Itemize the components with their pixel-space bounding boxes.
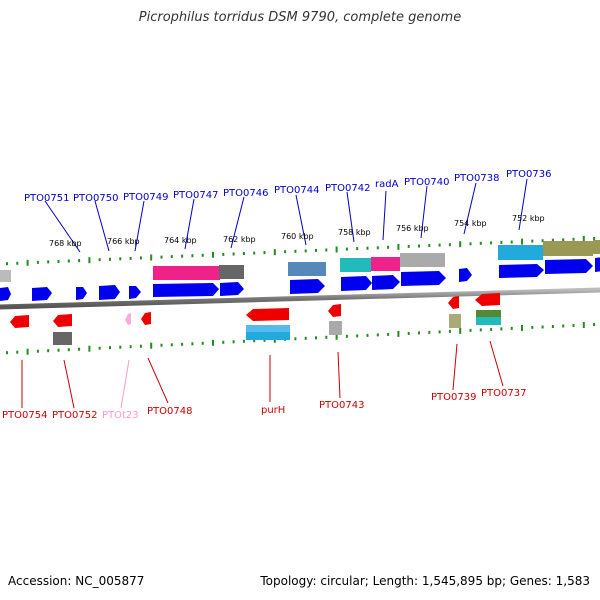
map-title: Picrophilus torridus DSM 9790, complete … — [138, 10, 462, 25]
gene-arrow — [53, 314, 72, 327]
gene-label: PTOt23 — [102, 410, 139, 421]
upper-cog-blocks — [0, 240, 600, 282]
forward-gene-arrows — [0, 257, 600, 301]
gene-label: PTO0747 — [173, 190, 218, 201]
scale-label: 756 kbp — [396, 224, 429, 233]
gene-arrow — [448, 296, 459, 309]
gene-arrow — [341, 276, 372, 291]
gene-arrow — [545, 259, 593, 274]
reverse-gene-labels: PTO0754 PTO0752 PTOt23 PTO0748 purH PTO0… — [2, 388, 526, 421]
reverse-gene-arrows — [10, 293, 500, 328]
gene-arrow — [76, 287, 87, 300]
label-leader-lines — [21, 178, 528, 409]
gene-arrow — [153, 283, 219, 297]
scale-label: 758 kbp — [338, 228, 371, 237]
gene-arrow — [290, 279, 325, 294]
gene-arrow — [141, 312, 151, 325]
gene-arrow — [595, 257, 600, 272]
gene-label: PTO0738 — [454, 173, 499, 184]
forward-gene-labels: PTO0751 PTO0750 PTO0749 PTO0747 PTO0746 … — [24, 169, 551, 204]
gene-arrow — [499, 264, 544, 278]
scale-label: 762 kbp — [223, 235, 256, 244]
gene-label: PTO0748 — [147, 406, 192, 417]
lower-cog-blocks — [53, 310, 501, 345]
gene-label: PTO0746 — [223, 188, 268, 199]
gene-arrow — [401, 271, 446, 286]
gene-label: PTO0739 — [431, 392, 476, 403]
scale-label: 752 kbp — [512, 214, 545, 223]
scale-label: 754 kbp — [454, 219, 487, 228]
gene-arrow — [32, 287, 52, 301]
gene-arrow — [99, 285, 120, 300]
gene-label: purH — [261, 405, 285, 416]
upper-tick-row — [6, 235, 596, 266]
gene-arrow — [10, 315, 29, 328]
lower-tick-row — [6, 322, 596, 355]
gene-label: PTO0752 — [52, 410, 97, 421]
genome-summary-text: Topology: circular; Length: 1,545,895 bp… — [260, 574, 590, 588]
gene-arrow — [459, 268, 472, 282]
gene-label: PTO0737 — [481, 388, 526, 399]
gene-label: PTO0751 — [24, 193, 69, 204]
scale-labels: 768 kbp 766 kbp 764 kbp 762 kbp 760 kbp … — [49, 214, 545, 248]
scale-label: 766 kbp — [107, 237, 140, 246]
gene-label: PTO0736 — [506, 169, 551, 180]
gene-arrow — [129, 286, 141, 299]
gene-arrow — [246, 308, 289, 321]
gene-arrow — [0, 287, 11, 301]
trna-arrow — [125, 313, 131, 325]
genome-backbone — [0, 287, 600, 310]
gene-label: PTO0749 — [123, 192, 168, 203]
accession-text: Accession: NC_005877 — [8, 574, 145, 588]
scale-label: 760 kbp — [281, 232, 314, 241]
gene-label: PTO0742 — [325, 183, 370, 194]
gene-label: PTO0744 — [274, 185, 319, 196]
gene-arrow — [372, 275, 400, 290]
gene-label: PTO0754 — [2, 410, 47, 421]
gene-label: PTO0750 — [73, 193, 118, 204]
gene-label: PTO0740 — [404, 177, 449, 188]
scale-label: 768 kbp — [49, 239, 82, 248]
gene-arrow — [328, 304, 341, 317]
scale-label: 764 kbp — [164, 236, 197, 245]
gene-arrow — [220, 282, 244, 296]
gene-label: PTO0743 — [319, 400, 364, 411]
gene-arrow — [475, 293, 500, 306]
gene-label: radA — [375, 179, 399, 190]
